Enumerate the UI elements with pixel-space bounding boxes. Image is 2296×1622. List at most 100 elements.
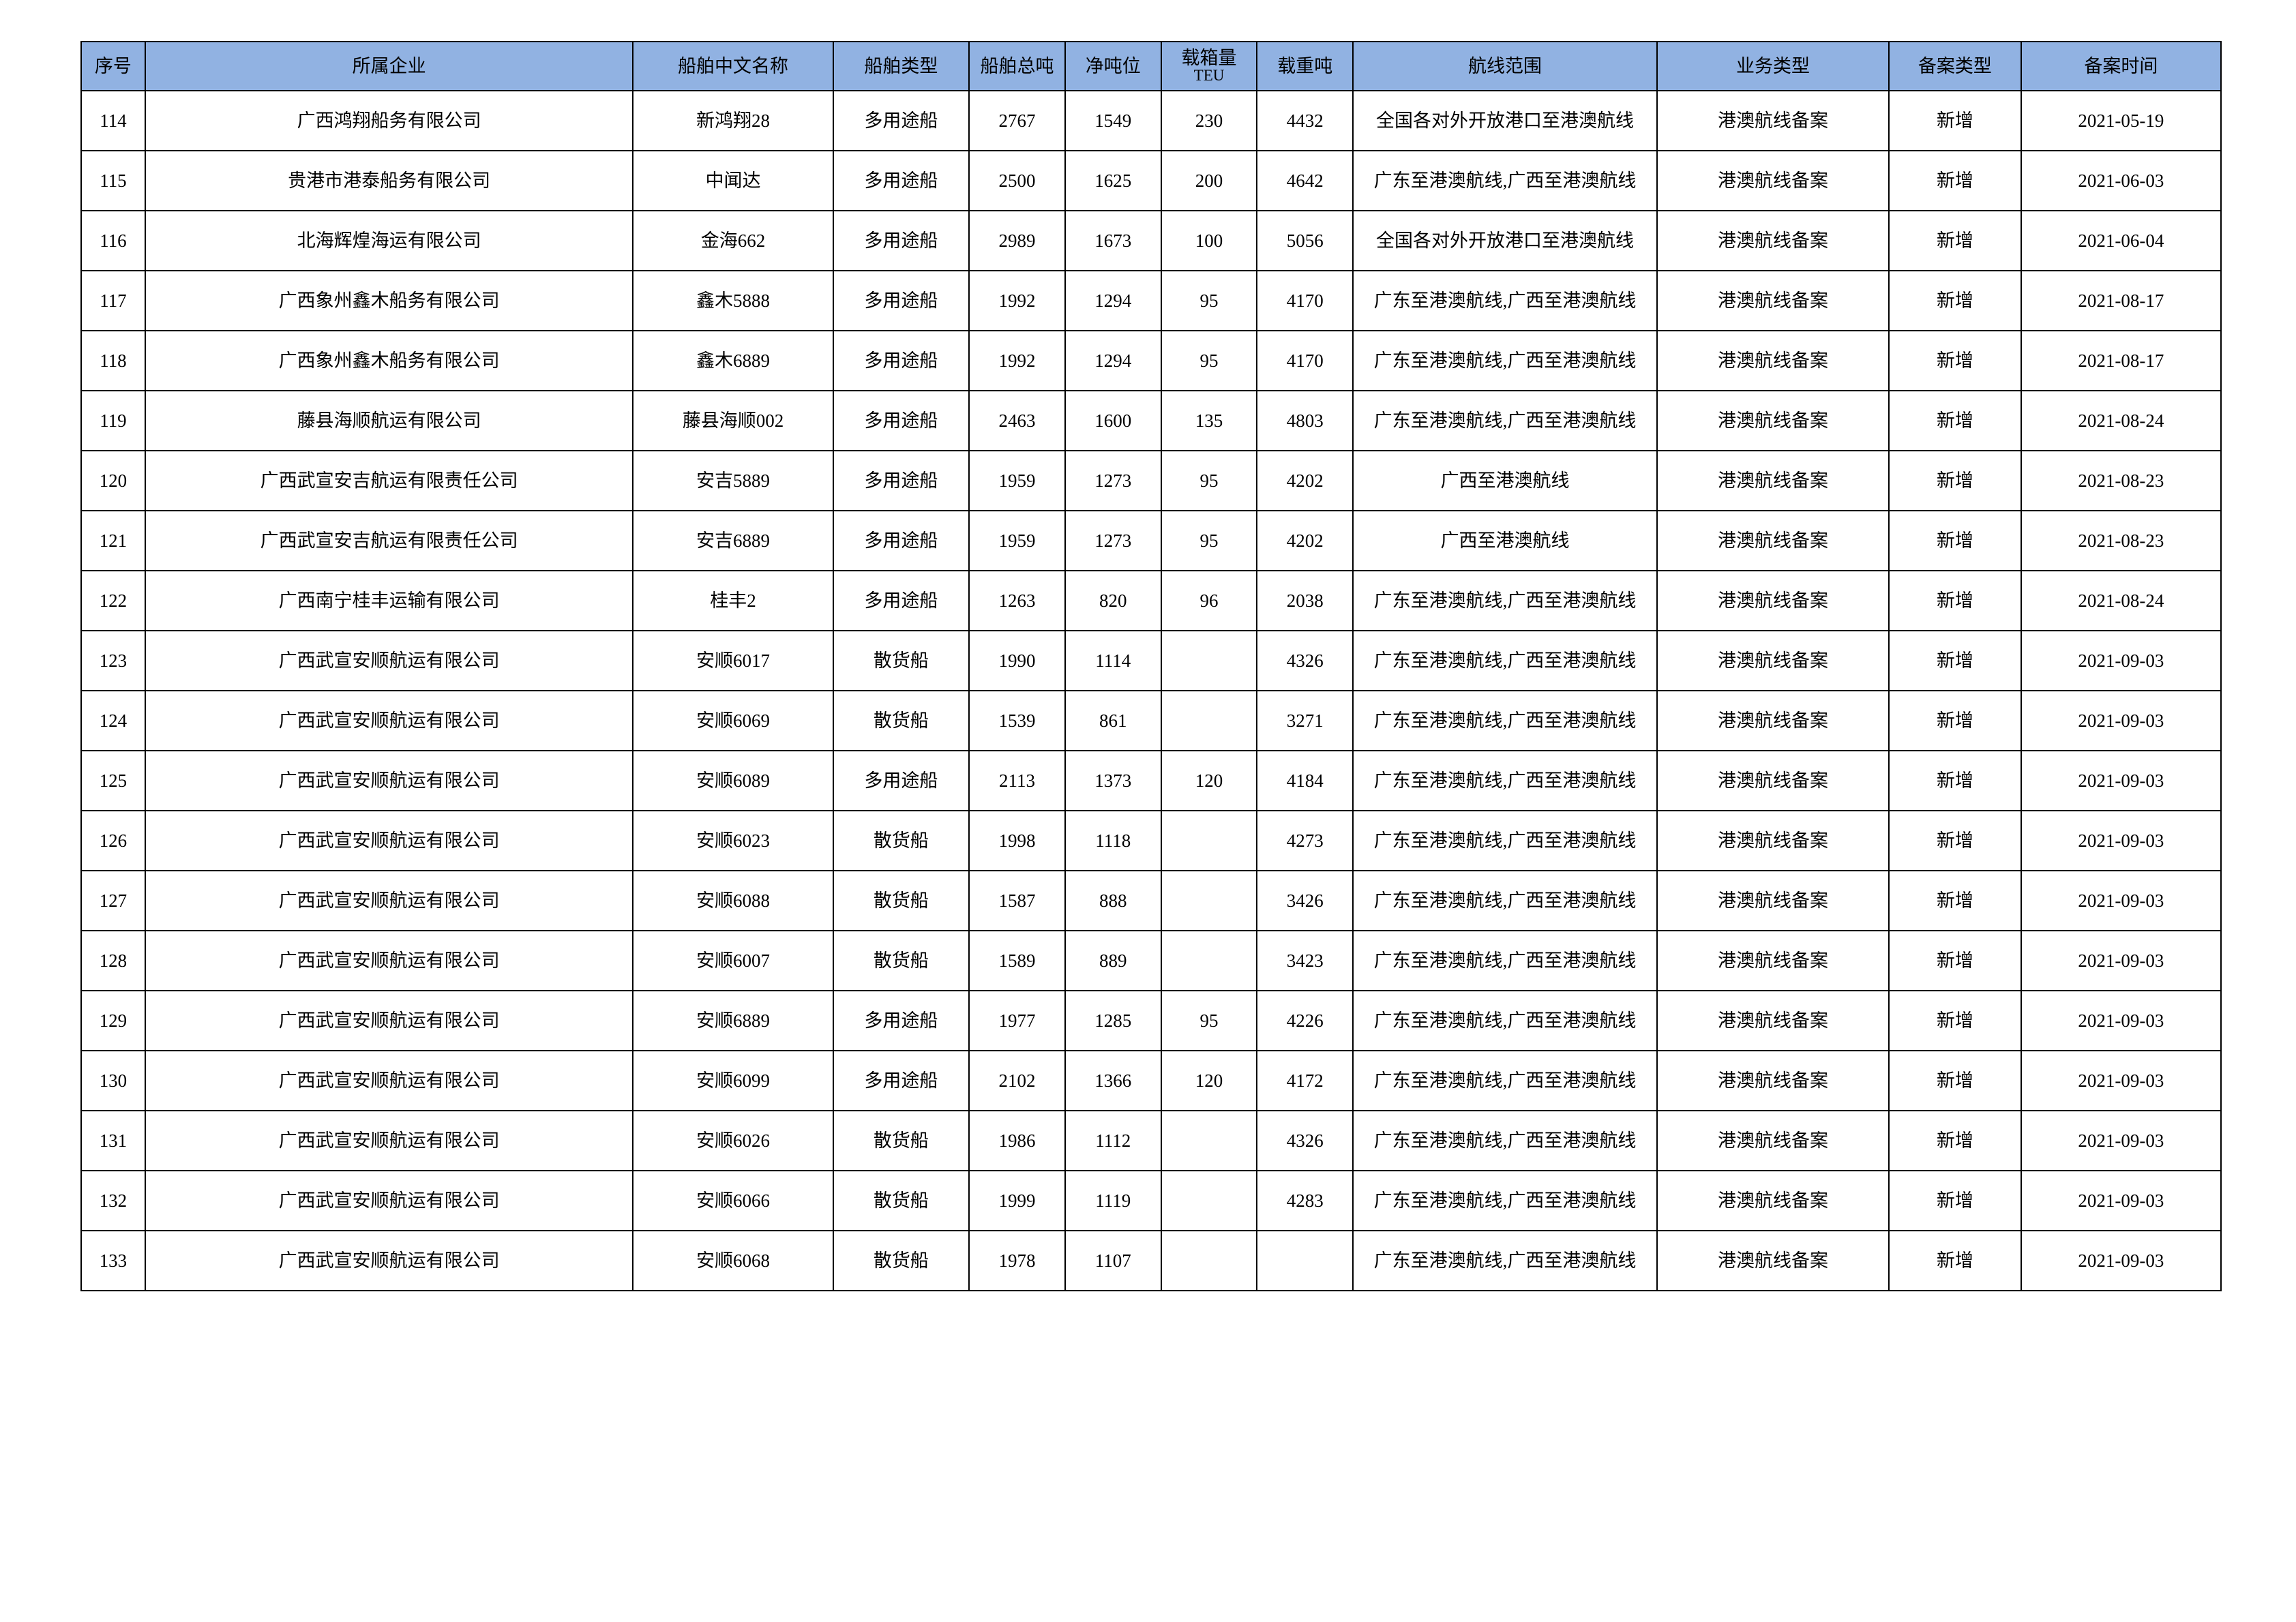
cell-net[interactable]: 820 [1064, 570, 1162, 631]
cell-biz[interactable]: 港澳航线备案 [1656, 990, 1890, 1051]
cell-date[interactable]: 2021-09-03 [2020, 810, 2222, 871]
cell-date[interactable]: 2021-09-03 [2020, 630, 2222, 691]
cell-type[interactable]: 多用途船 [832, 90, 970, 151]
table-row[interactable]: 132 广西武宣安顺航运有限公司 安顺6066 散货船 1999 1119 4283 广东至港… [80, 1170, 2222, 1231]
cell-route[interactable]: 广东至港澳航线,广西至港澳航线 [1352, 990, 1658, 1051]
cell-teu[interactable] [1160, 1170, 1258, 1231]
cell-dwt[interactable]: 4803 [1256, 390, 1354, 451]
cell-seq[interactable]: 121 [80, 510, 146, 571]
cell-rec[interactable]: 新增 [1888, 510, 2022, 571]
cell-route[interactable]: 广东至港澳航线,广西至港澳航线 [1352, 1110, 1658, 1171]
cell-route[interactable]: 广东至港澳航线,广西至港澳航线 [1352, 330, 1658, 391]
cell-gross[interactable]: 1589 [968, 930, 1066, 991]
cell-type[interactable]: 多用途船 [832, 270, 970, 331]
cell-teu[interactable]: 100 [1160, 210, 1258, 271]
cell-rec[interactable]: 新增 [1888, 810, 2022, 871]
cell-biz[interactable]: 港澳航线备案 [1656, 870, 1890, 931]
cell-ent[interactable]: 藤县海顺航运有限公司 [144, 390, 634, 451]
column-header-ship[interactable]: 船舶中文名称 [632, 41, 834, 91]
cell-biz[interactable]: 港澳航线备案 [1656, 1170, 1890, 1231]
cell-type[interactable]: 散货船 [832, 810, 970, 871]
cell-rec[interactable]: 新增 [1888, 990, 2022, 1051]
cell-seq[interactable]: 123 [80, 630, 146, 691]
column-header-ent[interactable]: 所属企业 [144, 41, 634, 91]
cell-gross[interactable]: 1977 [968, 990, 1066, 1051]
table-row[interactable]: 117 广西象州鑫木船务有限公司 鑫木5888 多用途船 1992 1294 95 4170 广… [80, 270, 2222, 331]
cell-net[interactable]: 1549 [1064, 90, 1162, 151]
cell-biz[interactable]: 港澳航线备案 [1656, 1230, 1890, 1291]
cell-date[interactable]: 2021-06-04 [2020, 210, 2222, 271]
cell-ent[interactable]: 贵港市港泰船务有限公司 [144, 150, 634, 211]
cell-biz[interactable]: 港澳航线备案 [1656, 510, 1890, 571]
cell-dwt[interactable]: 3271 [1256, 690, 1354, 751]
cell-date[interactable]: 2021-09-03 [2020, 1110, 2222, 1171]
cell-gross[interactable]: 1986 [968, 1110, 1066, 1171]
cell-biz[interactable]: 港澳航线备案 [1656, 1110, 1890, 1171]
cell-route[interactable]: 广东至港澳航线,广西至港澳航线 [1352, 390, 1658, 451]
cell-ent[interactable]: 广西武宣安顺航运有限公司 [144, 750, 634, 811]
cell-net[interactable]: 1273 [1064, 510, 1162, 571]
table-row[interactable]: 133 广西武宣安顺航运有限公司 安顺6068 散货船 1978 1107 广东至港澳航线,… [80, 1230, 2222, 1291]
cell-gross[interactable]: 2989 [968, 210, 1066, 271]
table-row[interactable]: 125 广西武宣安顺航运有限公司 安顺6089 多用途船 2113 1373 120 4184… [80, 750, 2222, 811]
cell-rec[interactable]: 新增 [1888, 1050, 2022, 1111]
column-header-biz[interactable]: 业务类型 [1656, 41, 1890, 91]
cell-ent[interactable]: 广西武宣安顺航运有限公司 [144, 1230, 634, 1291]
cell-date[interactable]: 2021-09-03 [2020, 870, 2222, 931]
cell-type[interactable]: 散货船 [832, 630, 970, 691]
cell-rec[interactable]: 新增 [1888, 570, 2022, 631]
cell-ship[interactable]: 安顺6088 [632, 870, 834, 931]
table-row[interactable]: 130 广西武宣安顺航运有限公司 安顺6099 多用途船 2102 1366 120 4172… [80, 1050, 2222, 1111]
cell-seq[interactable]: 127 [80, 870, 146, 931]
cell-dwt[interactable]: 2038 [1256, 570, 1354, 631]
cell-dwt[interactable]: 5056 [1256, 210, 1354, 271]
cell-ent[interactable]: 广西鸿翔船务有限公司 [144, 90, 634, 151]
cell-teu[interactable]: 230 [1160, 90, 1258, 151]
cell-ent[interactable]: 广西武宣安顺航运有限公司 [144, 930, 634, 991]
column-header-dwt[interactable]: 载重吨 [1256, 41, 1354, 91]
cell-ship[interactable]: 安顺6089 [632, 750, 834, 811]
cell-teu[interactable]: 95 [1160, 330, 1258, 391]
cell-type[interactable]: 散货船 [832, 870, 970, 931]
cell-dwt[interactable] [1256, 1230, 1354, 1291]
cell-biz[interactable]: 港澳航线备案 [1656, 150, 1890, 211]
cell-ent[interactable]: 广西武宣安顺航运有限公司 [144, 690, 634, 751]
cell-biz[interactable]: 港澳航线备案 [1656, 930, 1890, 991]
cell-net[interactable]: 1366 [1064, 1050, 1162, 1111]
cell-dwt[interactable]: 4202 [1256, 450, 1354, 511]
cell-biz[interactable]: 港澳航线备案 [1656, 90, 1890, 151]
cell-date[interactable]: 2021-09-03 [2020, 990, 2222, 1051]
cell-dwt[interactable]: 4172 [1256, 1050, 1354, 1111]
column-header-seq[interactable]: 序号 [80, 41, 146, 91]
cell-route[interactable]: 广西至港澳航线 [1352, 450, 1658, 511]
cell-type[interactable]: 散货船 [832, 1170, 970, 1231]
cell-ent[interactable]: 广西南宁桂丰运输有限公司 [144, 570, 634, 631]
table-row[interactable]: 116 北海辉煌海运有限公司 金海662 多用途船 2989 1673 100 5056 全国各… [80, 210, 2222, 271]
cell-seq[interactable]: 130 [80, 1050, 146, 1111]
cell-date[interactable]: 2021-05-19 [2020, 90, 2222, 151]
cell-date[interactable]: 2021-09-03 [2020, 930, 2222, 991]
cell-type[interactable]: 散货船 [832, 1110, 970, 1171]
cell-ent[interactable]: 广西武宣安顺航运有限公司 [144, 870, 634, 931]
cell-gross[interactable]: 1263 [968, 570, 1066, 631]
cell-ent[interactable]: 广西武宣安顺航运有限公司 [144, 990, 634, 1051]
cell-gross[interactable]: 2102 [968, 1050, 1066, 1111]
cell-teu[interactable] [1160, 690, 1258, 751]
cell-biz[interactable]: 港澳航线备案 [1656, 450, 1890, 511]
cell-teu[interactable]: 95 [1160, 450, 1258, 511]
cell-ship[interactable]: 安吉5889 [632, 450, 834, 511]
column-header-rec[interactable]: 备案类型 [1888, 41, 2022, 91]
cell-rec[interactable]: 新增 [1888, 930, 2022, 991]
cell-rec[interactable]: 新增 [1888, 330, 2022, 391]
cell-type[interactable]: 散货船 [832, 690, 970, 751]
cell-ship[interactable]: 安顺6023 [632, 810, 834, 871]
cell-rec[interactable]: 新增 [1888, 1170, 2022, 1231]
cell-rec[interactable]: 新增 [1888, 1110, 2022, 1171]
cell-ship[interactable]: 安顺6069 [632, 690, 834, 751]
cell-date[interactable]: 2021-09-03 [2020, 750, 2222, 811]
cell-route[interactable]: 广东至港澳航线,广西至港澳航线 [1352, 930, 1658, 991]
cell-ent[interactable]: 广西象州鑫木船务有限公司 [144, 270, 634, 331]
cell-date[interactable]: 2021-06-03 [2020, 150, 2222, 211]
cell-seq[interactable]: 126 [80, 810, 146, 871]
cell-type[interactable]: 散货船 [832, 1230, 970, 1291]
